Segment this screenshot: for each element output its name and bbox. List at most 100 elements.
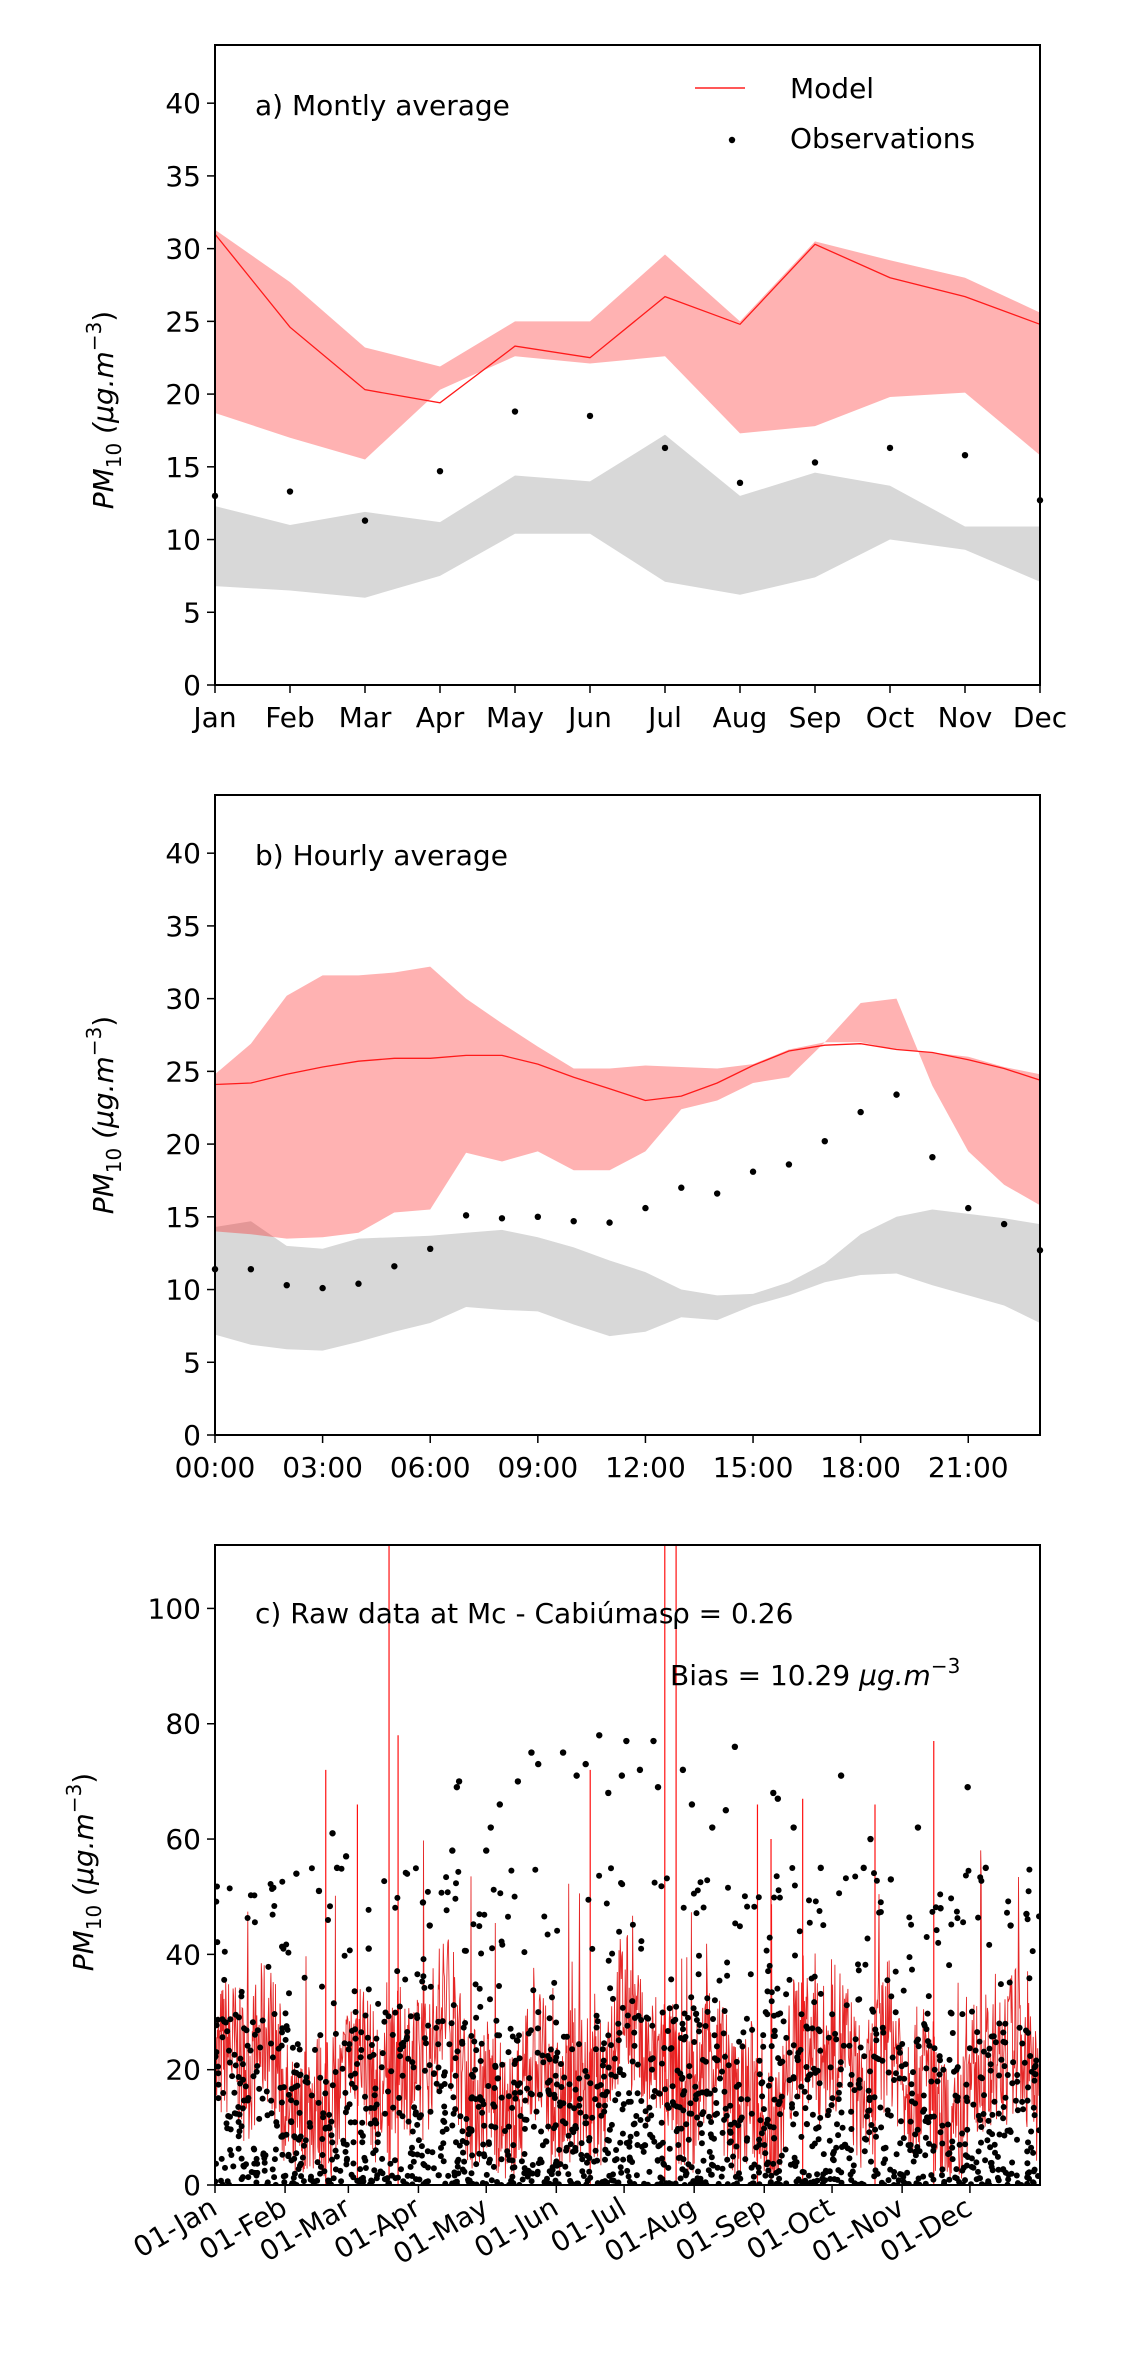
panel-a-ylabel-sub: 10	[102, 443, 126, 468]
panel-a-ytick-label: 35	[165, 160, 201, 193]
panel-c-observation-point	[908, 2098, 915, 2105]
panel-c-observation-point	[722, 2105, 729, 2112]
panel-c-observation-point	[1005, 1898, 1012, 1905]
panel-c-observation-point	[972, 2047, 979, 2054]
panel-c-observation-point	[517, 2089, 524, 2096]
panel-c-observation-point	[242, 2083, 249, 2090]
panel-c-observation-point	[838, 2144, 845, 2150]
panel-b-ytick-label: 25	[165, 1055, 201, 1088]
panel-c-observation-point	[389, 2172, 395, 2179]
panel-c-observation-point	[572, 2086, 579, 2093]
panel-c-observation-point	[441, 2103, 448, 2110]
panel-c-observation-outlier	[535, 1760, 542, 1768]
panel-c-observation-point	[414, 2151, 421, 2158]
panel-b-observation-point	[857, 1108, 864, 1116]
panel-b-observation-point	[893, 1091, 900, 1098]
panel-c-observation-point	[779, 2058, 786, 2065]
panel-c-observation-point	[711, 1997, 718, 2004]
panel-c-observation-point	[399, 2113, 406, 2120]
panel-b-xtick-label: 06:00	[390, 1451, 471, 1484]
panel-c-observation-point	[765, 1968, 772, 1975]
panel-c-observation-point	[382, 2110, 389, 2117]
panel-c-observation-outlier	[605, 1789, 612, 1797]
panel-c-observation-point	[424, 1888, 431, 1895]
panel-c-observation-point	[755, 1894, 762, 1901]
panel-c-observation-point	[697, 2175, 704, 2182]
panel-a-ylabel-exp: −3	[82, 322, 106, 351]
panel-c-observation-outlier	[654, 1783, 662, 1791]
panel-c-observation-outlier	[487, 1824, 494, 1831]
panel-c-observation-point	[616, 1928, 623, 1935]
panel-c-observation-point	[825, 2107, 832, 2114]
panel-c-observation-point	[322, 2078, 329, 2085]
panel-c-observation-outlier	[1007, 1922, 1014, 1929]
panel-c-observation-point	[686, 2073, 693, 2080]
panel-c-observation-point	[358, 2047, 365, 2053]
panel-c-observation-point	[898, 2118, 904, 2125]
panel-c-observation-point	[269, 2166, 276, 2173]
panel-c-observation-point	[969, 2008, 975, 2015]
panel-c-observation-point	[285, 2091, 292, 2098]
panel-c-observation-point	[529, 2162, 536, 2168]
panel-c-observation-point	[833, 2036, 840, 2043]
panel-c-observation-point	[863, 2113, 870, 2120]
svg-text:PM10 (μg.m−3): PM10 (μg.m−3)	[82, 311, 126, 510]
panel-c-observation-point	[696, 1952, 702, 1959]
panel-c-observation-point	[655, 2143, 662, 2150]
panel-a-observation-point	[436, 467, 444, 475]
panel-c-observation-point	[708, 2161, 715, 2168]
panel-b-observation-point	[965, 1204, 972, 1212]
panel-c-observation-point	[909, 2090, 916, 2097]
panel-c-observation-point	[469, 2152, 476, 2159]
panel-c-observation-point	[468, 2071, 475, 2078]
panel-c-observation-point	[743, 2015, 750, 2022]
panel-c-observation-point	[817, 2047, 824, 2054]
panel-c-observation-point	[672, 2180, 679, 2185]
panel-c-observation-point	[876, 1909, 883, 1916]
panel-c-observation-point	[586, 2168, 593, 2175]
panel-c-observation-point	[526, 2075, 533, 2082]
panel-c-observation-point	[987, 2067, 994, 2074]
panel-c-observation-point	[765, 2167, 772, 2174]
panel-c-observation-point	[739, 2043, 746, 2050]
panel-c-observation-point	[435, 2172, 442, 2179]
panel-c-observation-point	[700, 2157, 707, 2164]
panel-c-observation-point	[665, 2164, 672, 2171]
panel-a-axes-frame	[214, 44, 1041, 686]
panel-c-observation-point	[279, 2151, 286, 2158]
panel-c-observation-point	[619, 2004, 626, 2011]
panel-c-observation-point	[970, 2101, 977, 2108]
panel-c-observation-point	[723, 2112, 730, 2119]
panel-c-bias-exp: −3	[931, 1654, 960, 1678]
panel-c-observation-point	[247, 1892, 254, 1899]
panel-a-ytick-label: 20	[165, 378, 201, 411]
panel-c-observation-point	[647, 2056, 654, 2063]
panel-c-observation-point	[719, 2165, 726, 2172]
panel-c-observation-point	[423, 2040, 429, 2047]
panel-c-observation-point	[871, 1870, 877, 1877]
panel-a-xtick-label: Jun	[566, 701, 612, 734]
panel-c-observation-outlier	[333, 1864, 341, 1872]
panel-c-observation-point	[238, 1993, 245, 2000]
panel-c-observation-point	[362, 2157, 369, 2164]
panel-c-observation-point	[879, 2024, 886, 2031]
panel-c-observation-point	[505, 2123, 512, 2130]
panel-c-observation-outlier	[329, 1830, 336, 1837]
panel-c-observation-point	[792, 1952, 798, 1959]
panel-c-observation-point	[339, 2065, 346, 2072]
panel-c-observation-point	[452, 2072, 459, 2079]
panel-c-observation-point	[672, 2016, 679, 2023]
panel-c-observation-point	[283, 1941, 290, 1948]
svg-text:PM10 (μg.m−3): PM10 (μg.m−3)	[62, 1773, 106, 1972]
panel-c-observation-point	[496, 1983, 502, 1989]
panel-c-observation-point	[980, 2048, 987, 2055]
panel-c-observation-point	[271, 2011, 278, 2017]
panel-c-observation-point	[418, 2143, 425, 2150]
panel-c-observation-point	[379, 2050, 386, 2057]
panel-c-ytick-label: 20	[165, 2054, 201, 2087]
panel-c-observation-point	[405, 2055, 412, 2062]
panel-c-observation-point	[760, 2043, 767, 2050]
panel-c-observation-point	[329, 2139, 336, 2146]
panel-c-observation-point	[485, 2083, 492, 2089]
panel-c-observation-point	[609, 1950, 616, 1957]
